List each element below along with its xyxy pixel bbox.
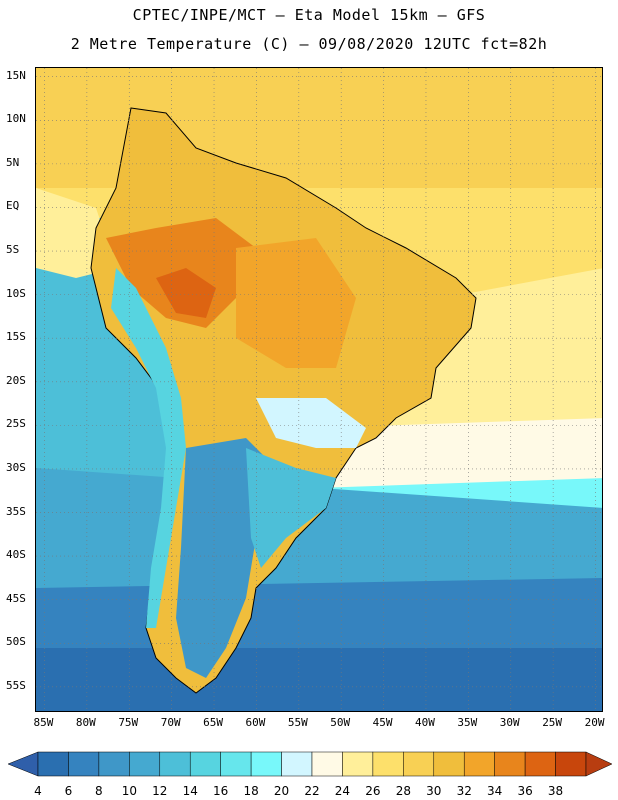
lon-label: 25W bbox=[542, 716, 563, 729]
lon-label: 50W bbox=[330, 716, 351, 729]
lat-label: 15N bbox=[6, 68, 26, 82]
colorbar-swatch bbox=[433, 751, 465, 777]
lon-label: 65W bbox=[203, 716, 223, 729]
colorbar-swatch bbox=[403, 751, 435, 777]
colorbar-swatch bbox=[98, 751, 130, 777]
lon-label: 35W bbox=[457, 716, 478, 729]
temperature-map bbox=[35, 67, 603, 712]
colorbar-tick-label: 14 bbox=[182, 784, 198, 798]
colorbar-swatch bbox=[68, 751, 100, 777]
colorbar-swatch bbox=[37, 751, 69, 777]
colorbar-swatch bbox=[129, 751, 161, 777]
colorbar-tick-label: 26 bbox=[365, 784, 381, 798]
colorbar-over-arrow bbox=[585, 751, 613, 777]
colorbar-tick-label: 8 bbox=[95, 784, 103, 798]
colorbar-swatch bbox=[189, 751, 221, 777]
colorbar-swatch bbox=[159, 751, 191, 777]
brazil-warm-zone bbox=[236, 238, 356, 368]
graticule bbox=[36, 68, 602, 711]
lat-label: 10S bbox=[6, 286, 26, 300]
lat-label: 15S bbox=[6, 330, 26, 344]
map-canvas bbox=[36, 68, 602, 711]
lon-label: 45W bbox=[372, 716, 393, 729]
lon-label: 60W bbox=[245, 716, 266, 729]
lat-label: 20S bbox=[6, 373, 26, 387]
coastal-light-zone bbox=[256, 398, 366, 448]
lat-label: 30S bbox=[6, 460, 26, 474]
lon-label: 55W bbox=[287, 716, 308, 729]
lon-label: 85W bbox=[33, 716, 54, 729]
ocean-band-south-atlantic bbox=[316, 418, 602, 498]
ocean-band-far-south bbox=[36, 648, 602, 711]
colorbar-tick-label: 38 bbox=[547, 784, 564, 798]
colorbar-tick-label: 16 bbox=[213, 784, 229, 798]
colorbar-tick-label: 28 bbox=[395, 784, 411, 798]
lon-label: 70W bbox=[160, 716, 181, 729]
colorbar-tick-label: 6 bbox=[64, 784, 73, 798]
lat-label: 25S bbox=[6, 417, 26, 431]
lon-label: 40W bbox=[415, 716, 435, 729]
colorbar-tick-label: 34 bbox=[487, 784, 503, 798]
lon-label: 20W bbox=[584, 716, 605, 729]
hot-core bbox=[156, 268, 216, 318]
lat-label: 10N bbox=[6, 112, 26, 126]
title-line-1: CPTEC/INPE/MCT – Eta Model 15km – GFS bbox=[132, 6, 486, 24]
colorbar-swatch bbox=[342, 751, 374, 777]
colorbar-swatch bbox=[555, 751, 587, 777]
lat-label: EQ bbox=[6, 199, 20, 213]
lon-label: 80W bbox=[75, 716, 96, 729]
ocean-band-south bbox=[36, 578, 602, 658]
colorbar-tick-label: 18 bbox=[243, 784, 259, 798]
colorbar-swatch bbox=[463, 751, 495, 777]
lon-label: 30W bbox=[499, 716, 520, 729]
lat-label: 5N bbox=[6, 155, 20, 169]
colorbar-swatch bbox=[494, 751, 526, 777]
colorbar-tick-label: 24 bbox=[334, 784, 351, 798]
colorbar-tick-label: 4 bbox=[34, 784, 42, 798]
colorbar-swatch bbox=[524, 751, 556, 777]
lat-label: 55S bbox=[6, 678, 26, 692]
lon-label: 75W bbox=[118, 716, 139, 729]
lat-label: 50S bbox=[6, 635, 26, 649]
colorbar-tick-label: 30 bbox=[426, 784, 442, 798]
colorbar-tick-label: 12 bbox=[152, 784, 168, 798]
colorbar-swatch bbox=[220, 751, 252, 777]
colorbar bbox=[7, 751, 613, 777]
colorbar-swatch bbox=[250, 751, 282, 777]
colorbar-under-arrow bbox=[7, 751, 39, 777]
lat-label: 5S bbox=[6, 243, 20, 257]
lat-label: 35S bbox=[6, 504, 26, 518]
lat-label: 45S bbox=[6, 591, 26, 605]
colorbar-tick-label: 10 bbox=[121, 784, 137, 798]
andes-cold-strip bbox=[111, 268, 186, 628]
colorbar-swatch bbox=[311, 751, 343, 777]
title-line-2: 2 Metre Temperature (C) – 09/08/2020 12U… bbox=[70, 35, 548, 53]
colorbar-swatch bbox=[281, 751, 313, 777]
colorbar-tick-label: 20 bbox=[273, 784, 290, 798]
colorbar-tick-label: 32 bbox=[456, 784, 472, 798]
lat-label: 40S bbox=[6, 548, 26, 562]
colorbar-tick-label: 22 bbox=[304, 784, 320, 798]
colorbar-tick-label: 36 bbox=[517, 784, 533, 798]
patagonia-mid bbox=[246, 448, 336, 568]
colorbar-swatch bbox=[372, 751, 404, 777]
